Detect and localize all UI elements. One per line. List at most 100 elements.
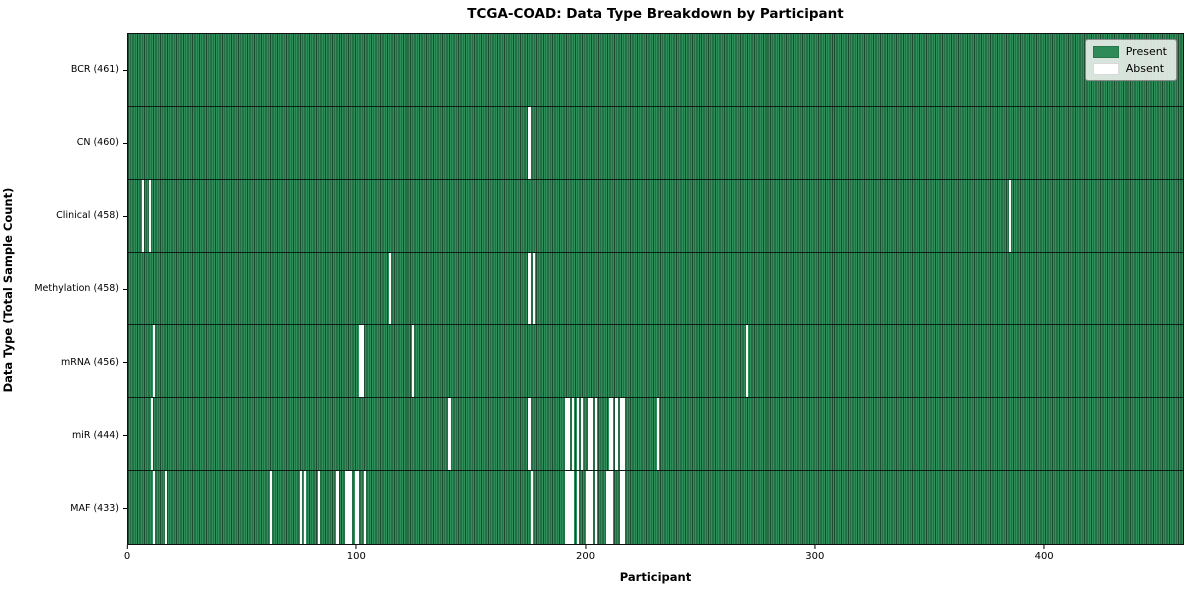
x-axis-label: Participant [619,570,692,584]
heatmap-row-Methylation [128,252,1183,326]
absent-stripe [571,471,575,544]
absent-stripe [585,471,588,544]
x-tick-0: 0 [124,545,130,562]
absent-stripe [594,471,598,544]
absent-stripe [608,471,611,544]
y-tick-mark [123,288,127,290]
absent-stripe [594,398,598,471]
absent-stripe [581,398,584,471]
absent-stripe [363,471,366,544]
absent-stripe [587,471,591,544]
y-axis-cell: CN (460) [0,106,127,179]
x-tick-mark [585,545,587,549]
absent-stripe [317,471,321,544]
y-tick-label-miR: miR (444) [71,429,119,441]
heatmap-row-Clinical [128,179,1183,253]
absent-stripe [336,471,339,544]
y-axis-cell: BCR (461) [0,33,127,106]
y-axis: BCR (461) CN (460) Clinical (458) Methylati… [0,33,127,545]
absent-stripe [361,325,364,398]
legend-item-present: Present [1092,45,1167,58]
absent-stripe [164,471,167,544]
absent-stripe [269,471,273,544]
absent-stripe [150,398,154,471]
absent-stripe [610,471,614,544]
y-tick-mark [123,215,127,217]
absent-stripe [620,471,623,544]
y-tick-label-BCR: BCR (461) [70,64,119,76]
y-tick-label-Methylation: Methylation (458) [34,283,119,295]
absent-stripe [528,398,531,471]
y-tick-mark [123,142,127,144]
absent-stripe [359,325,362,398]
y-tick-label-MAF: MAF (433) [70,502,119,514]
y-axis-cell: mRNA (456) [0,326,127,399]
absent-stripe [656,398,659,471]
absent-stripe [622,471,625,544]
y-tick-mark [123,69,127,71]
absent-stripe [565,471,568,544]
absent-stripe [615,398,618,471]
y-axis-cell: MAF (433) [0,472,127,545]
absent-stripe [590,471,593,544]
absent-stripe [354,471,357,544]
y-axis-cell: Clinical (458) [0,179,127,252]
absent-stripe [530,471,534,544]
absent-stripe [569,471,572,544]
legend-swatch-absent [1092,62,1119,75]
absent-stripe [587,398,591,471]
x-tick-300: 300 [805,545,824,562]
y-tick-mark [123,362,127,364]
heatmap-row-MAF [128,471,1183,544]
absent-stripe [590,398,593,471]
x-tick-100: 100 [347,545,366,562]
absent-stripe [153,325,156,398]
absent-stripe [1009,179,1012,252]
heatmap-row-CN [128,106,1183,180]
absent-stripe [304,471,307,544]
absent-stripe [620,398,623,471]
x-tick-mark [355,545,357,549]
y-tick-label-mRNA: mRNA (456) [60,356,119,368]
absent-stripe [606,471,609,544]
absent-stripe [608,398,611,471]
absent-stripe [356,471,360,544]
absent-stripe [388,252,392,325]
x-tick-label: 100 [346,551,366,562]
y-tick-mark [123,508,127,510]
x-tick-400: 400 [1035,545,1054,562]
heatmap-row-mRNA [128,325,1183,399]
absent-stripe [576,398,579,471]
absent-stripe [533,252,536,325]
y-tick-mark [123,435,127,437]
y-tick-label-Clinical: Clinical (458) [56,210,119,222]
legend-label: Present [1125,45,1167,58]
y-axis-cell: miR (444) [0,399,127,472]
heatmap-row-miR [128,398,1183,472]
legend-label: Absent [1125,62,1165,75]
x-tick-200: 200 [576,545,595,562]
absent-stripe [745,325,749,398]
absent-stripe [567,398,570,471]
absent-stripe [622,398,625,471]
absent-stripe [349,471,353,544]
x-tick-mark [126,545,128,549]
absent-stripe [528,252,531,325]
absent-stripe [565,398,568,471]
x-tick-label: 200 [576,551,596,562]
absent-stripe [153,471,156,544]
legend-swatch-present [1092,45,1119,58]
absent-stripe [141,179,144,252]
legend: Present Absent [1084,39,1177,81]
absent-stripe [411,325,415,398]
absent-stripe [567,471,570,544]
plot-area: Present Absent [127,33,1184,545]
heatmap-row-BCR [128,34,1183,107]
absent-stripe [528,106,531,179]
x-tick-label: 0 [123,551,131,562]
absent-stripe [148,179,151,252]
absent-stripe [345,471,348,544]
y-tick-label-CN: CN (460) [76,137,119,149]
legend-item-absent: Absent [1092,62,1167,75]
